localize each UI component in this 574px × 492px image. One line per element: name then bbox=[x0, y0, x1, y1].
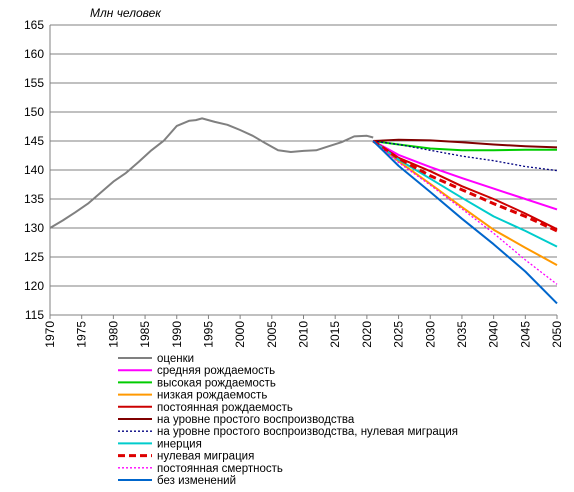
series-line-3 bbox=[372, 140, 558, 266]
y-tick-label: 120 bbox=[24, 279, 44, 293]
y-tick-label: 155 bbox=[24, 76, 44, 90]
legend-label: инерция bbox=[157, 438, 202, 450]
series-line-9 bbox=[372, 140, 558, 285]
x-tick-label: 2020 bbox=[360, 321, 374, 348]
legend-label: на уровне простого воспроизводства bbox=[157, 414, 355, 426]
x-tick-label: 2015 bbox=[328, 321, 342, 348]
x-tick-label: 2025 bbox=[392, 321, 406, 348]
x-tick-labels: 1970 1975 1980 1985 1990 1995 2000 2005 2010 2015… bbox=[43, 321, 564, 348]
gridlines bbox=[50, 24, 557, 316]
x-tick-label: 2005 bbox=[265, 321, 279, 348]
legend-label: средняя рождаемость bbox=[157, 365, 275, 377]
x-tick-label: 2000 bbox=[233, 321, 247, 348]
y-tick-label: 165 bbox=[24, 18, 44, 32]
y-tick-label: 135 bbox=[24, 192, 44, 206]
x-tick-label: 1990 bbox=[170, 321, 184, 348]
series-line-0 bbox=[49, 117, 374, 229]
x-tick-label: 2045 bbox=[518, 321, 532, 348]
legend-label: постоянная рождаемость bbox=[157, 402, 293, 414]
legend-label: без изменений bbox=[157, 475, 236, 487]
y-tick-label: 130 bbox=[24, 221, 44, 235]
legend-label: низкая рождаемость bbox=[157, 390, 267, 402]
series-line-1 bbox=[372, 140, 558, 211]
x-tick-label: 1985 bbox=[138, 321, 152, 348]
x-tick-label: 2050 bbox=[550, 321, 564, 348]
legend-label: нулевая миграция bbox=[157, 451, 254, 463]
series-lines bbox=[49, 117, 558, 305]
x-tick-label: 2040 bbox=[487, 321, 501, 348]
axes bbox=[49, 25, 558, 319]
series-line-5 bbox=[373, 138, 558, 149]
y-tick-label: 125 bbox=[24, 250, 44, 264]
x-tick-label: 2010 bbox=[297, 321, 311, 348]
y-tick-label: 160 bbox=[24, 47, 44, 61]
legend-label: оценки bbox=[157, 353, 194, 365]
legend-label: на уровне простого воспроизводства, нуле… bbox=[157, 426, 458, 438]
x-tick-label: 1980 bbox=[106, 321, 120, 348]
series-line-6 bbox=[373, 140, 558, 172]
y-tick-label: 150 bbox=[24, 105, 44, 119]
y-tick-label: 140 bbox=[24, 163, 44, 177]
series-line-8 bbox=[372, 139, 558, 233]
y-axis-unit-label: Млн человек bbox=[90, 6, 162, 20]
y-tick-label: 145 bbox=[24, 134, 44, 148]
series-line-7 bbox=[372, 140, 558, 248]
legend-label: постоянная смертность bbox=[157, 463, 283, 475]
x-tick-label: 1970 bbox=[43, 321, 57, 348]
y-tick-label: 115 bbox=[25, 308, 44, 322]
y-tick-labels: 115 120 125 130 135 140 145 150 155 160 165 bbox=[24, 18, 44, 322]
legend-label: высокая рождаемость bbox=[157, 377, 276, 389]
x-tick-label: 1975 bbox=[75, 321, 89, 348]
series-line-10 bbox=[372, 140, 558, 305]
x-tick-label: 2035 bbox=[455, 321, 469, 348]
series-line-4 bbox=[372, 140, 558, 231]
x-tick-label: 2030 bbox=[423, 321, 437, 348]
x-tick-label: 1995 bbox=[201, 321, 215, 348]
